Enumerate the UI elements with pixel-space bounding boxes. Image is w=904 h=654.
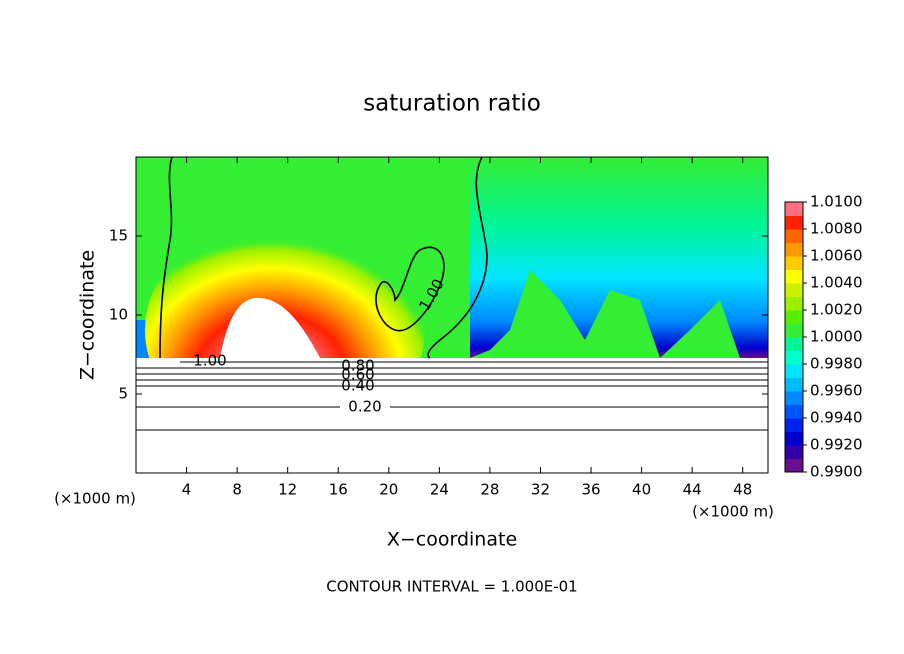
colorbar-band (785, 256, 803, 270)
colorbar-tick-label: 1.0080 (810, 220, 863, 238)
colorbar-band (785, 229, 803, 243)
contour-field (136, 157, 768, 473)
colorbar-tick-label: 1.0040 (810, 274, 863, 292)
y-unit-label: (×1000 m) (54, 490, 136, 508)
x-axis-label: X−coordinate (387, 529, 517, 551)
x-tick-label: 28 (480, 481, 499, 499)
colorbar-band (785, 296, 803, 311)
colorbar-band (785, 283, 803, 297)
colorbar-tick-label: 0.9940 (810, 409, 863, 427)
colorbar-tick-label: 0.9920 (810, 436, 863, 454)
field-core (220, 297, 320, 358)
colorbar-tick-label: 0.9960 (810, 382, 863, 400)
contour-label: 0.80 (341, 357, 374, 375)
colorbar-band (785, 310, 803, 324)
colorbar-band (785, 391, 803, 405)
colorbar-band (785, 377, 803, 392)
x-tick-label: 12 (278, 481, 297, 499)
field-lower (136, 358, 768, 473)
y-axis-label: Z−coordinate (77, 250, 99, 380)
contour-label: 0.60 (341, 366, 374, 384)
x-tick-label: 48 (733, 481, 752, 499)
y-tick-label: 10 (109, 306, 128, 324)
colorbar-band (785, 431, 803, 446)
x-tick-label: 4 (182, 481, 192, 499)
x-tick-label: 24 (430, 481, 449, 499)
x-tick-label: 20 (379, 481, 398, 499)
x-tick-label: 32 (531, 481, 550, 499)
colorbar-band (785, 269, 803, 284)
colorbar-tick-label: 0.9900 (810, 463, 863, 481)
colorbar-tick-label: 1.0100 (810, 193, 863, 211)
chart-title: saturation ratio (363, 91, 541, 117)
contour-label: 1.00 (193, 352, 226, 370)
colorbar-band (785, 404, 803, 419)
contour-lines (136, 157, 768, 431)
colorbar-band (785, 445, 803, 459)
colorbar-band (785, 242, 803, 257)
contour-label: 0.20 (348, 398, 381, 416)
colorbar-tick-label: 1.0020 (810, 301, 863, 319)
x-tick-label: 40 (632, 481, 651, 499)
colorbar-tick-label: 1.0000 (810, 328, 863, 346)
contour-interval: CONTOUR INTERVAL = 1.000E-01 (326, 578, 577, 596)
colorbar-band (785, 337, 803, 351)
x-tick-label: 44 (683, 481, 702, 499)
contour-label: 0.40 (341, 377, 374, 395)
colorbar-band (785, 458, 803, 473)
colorbar-tick-label: 0.9980 (810, 355, 863, 373)
x-tick-label: 8 (232, 481, 242, 499)
x-tick-label: 36 (581, 481, 600, 499)
colorbar-band (785, 202, 803, 216)
x-tick-label: 16 (329, 481, 348, 499)
colorbar-band (785, 215, 803, 230)
x-unit-label: (×1000 m) (692, 503, 774, 521)
colorbar-band (785, 323, 803, 338)
colorbar-tick-label: 1.0060 (810, 247, 863, 265)
colorbar-band (785, 418, 803, 432)
colorbar-band (785, 350, 803, 365)
field-dry-region (470, 157, 768, 358)
y-tick-label: 5 (118, 385, 128, 403)
colorbar-band (785, 364, 803, 378)
y-tick-label: 15 (109, 227, 128, 245)
